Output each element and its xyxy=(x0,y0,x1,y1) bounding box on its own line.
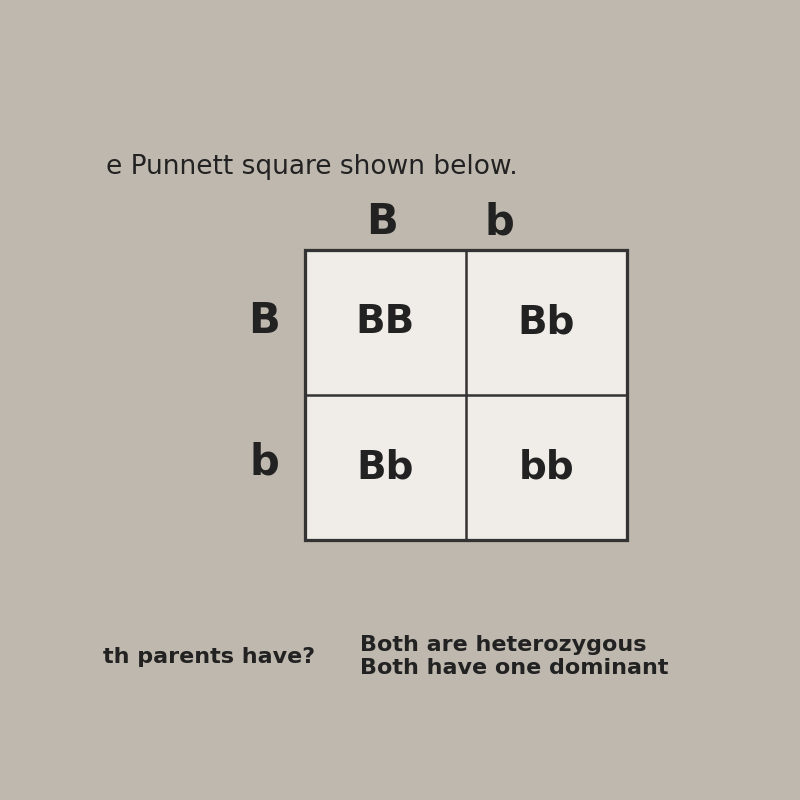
Text: e Punnett square shown below.: e Punnett square shown below. xyxy=(106,154,518,180)
Text: b: b xyxy=(250,442,279,483)
Text: Both are heterozygous
Both have one dominant: Both are heterozygous Both have one domi… xyxy=(360,635,669,678)
Text: B: B xyxy=(249,300,280,342)
Text: Bb: Bb xyxy=(518,303,575,342)
Text: th parents have?: th parents have? xyxy=(103,646,315,666)
Text: B: B xyxy=(366,202,398,243)
Bar xyxy=(305,394,466,539)
Bar xyxy=(466,250,627,394)
Bar xyxy=(305,250,466,394)
Text: bb: bb xyxy=(518,448,574,486)
Text: BB: BB xyxy=(355,303,415,342)
Text: b: b xyxy=(485,202,515,243)
Bar xyxy=(305,250,627,539)
Text: Bb: Bb xyxy=(357,448,414,486)
Bar xyxy=(466,394,627,539)
